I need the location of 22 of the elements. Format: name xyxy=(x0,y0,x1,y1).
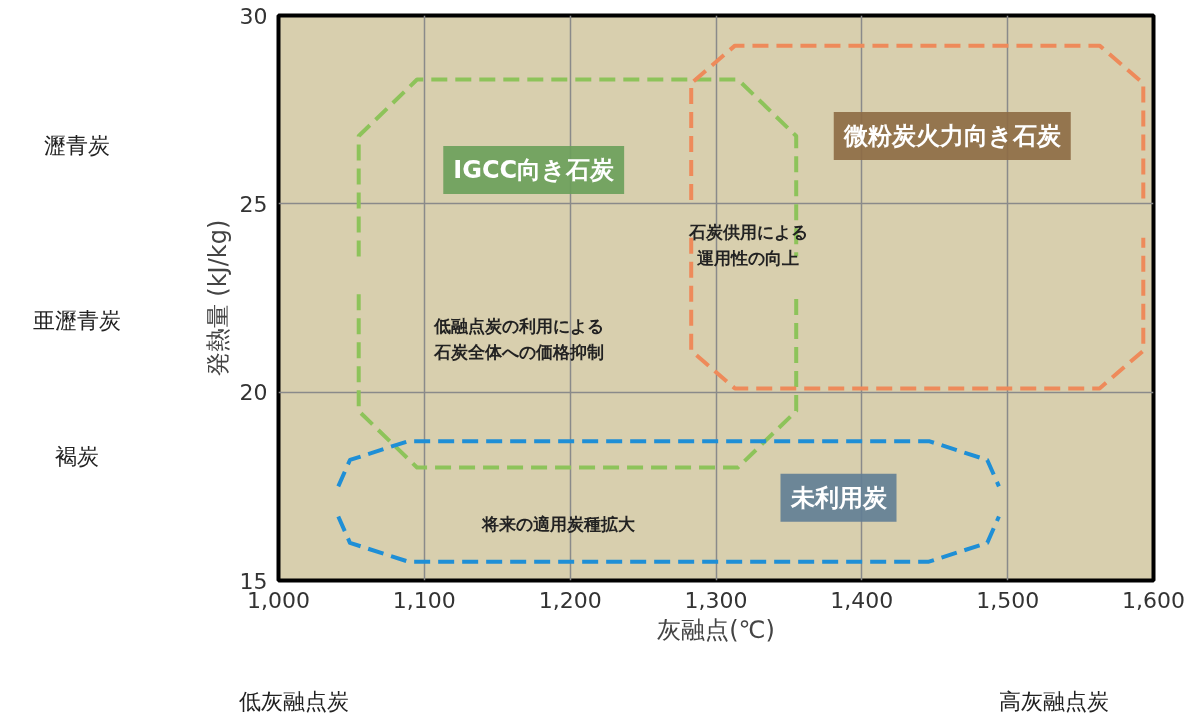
y-tick-label: 20 xyxy=(239,380,268,406)
x-tick-label: 1,500 xyxy=(976,587,1040,613)
x-tick-label: 1,400 xyxy=(830,587,894,613)
text: 瀝青炭 xyxy=(43,132,110,158)
x-tick-label: 1,600 xyxy=(1122,587,1185,613)
x-tick-label: 1,200 xyxy=(538,587,602,613)
x-axis-title: 灰融点(℃) xyxy=(657,615,775,644)
text: 低灰融点炭 xyxy=(239,688,350,714)
text: 高灰融点炭 xyxy=(998,688,1109,714)
y-axis-title: 発熱量 (kJ/kg) xyxy=(203,219,232,377)
annotation: 将来の適用炭種拡大 xyxy=(481,514,636,534)
annotation: 未利用炭 xyxy=(789,483,888,512)
x-tick-label: 1,300 xyxy=(684,587,748,613)
text: 亜瀝青炭 xyxy=(32,308,121,334)
y-tick-label: 25 xyxy=(239,191,268,217)
annotation: 微粉炭火力向き石炭 xyxy=(842,122,1062,151)
text: 褐炭 xyxy=(54,443,99,469)
x-tick-label: 1,100 xyxy=(392,587,456,613)
y-tick-label: 30 xyxy=(239,3,268,29)
annotation: IGCC向き石炭 xyxy=(453,155,616,184)
annotation: 低融点炭の利用による石炭全体への価格抑制 xyxy=(433,316,605,363)
annotation: 石炭供用による運用性の向上 xyxy=(687,222,808,269)
